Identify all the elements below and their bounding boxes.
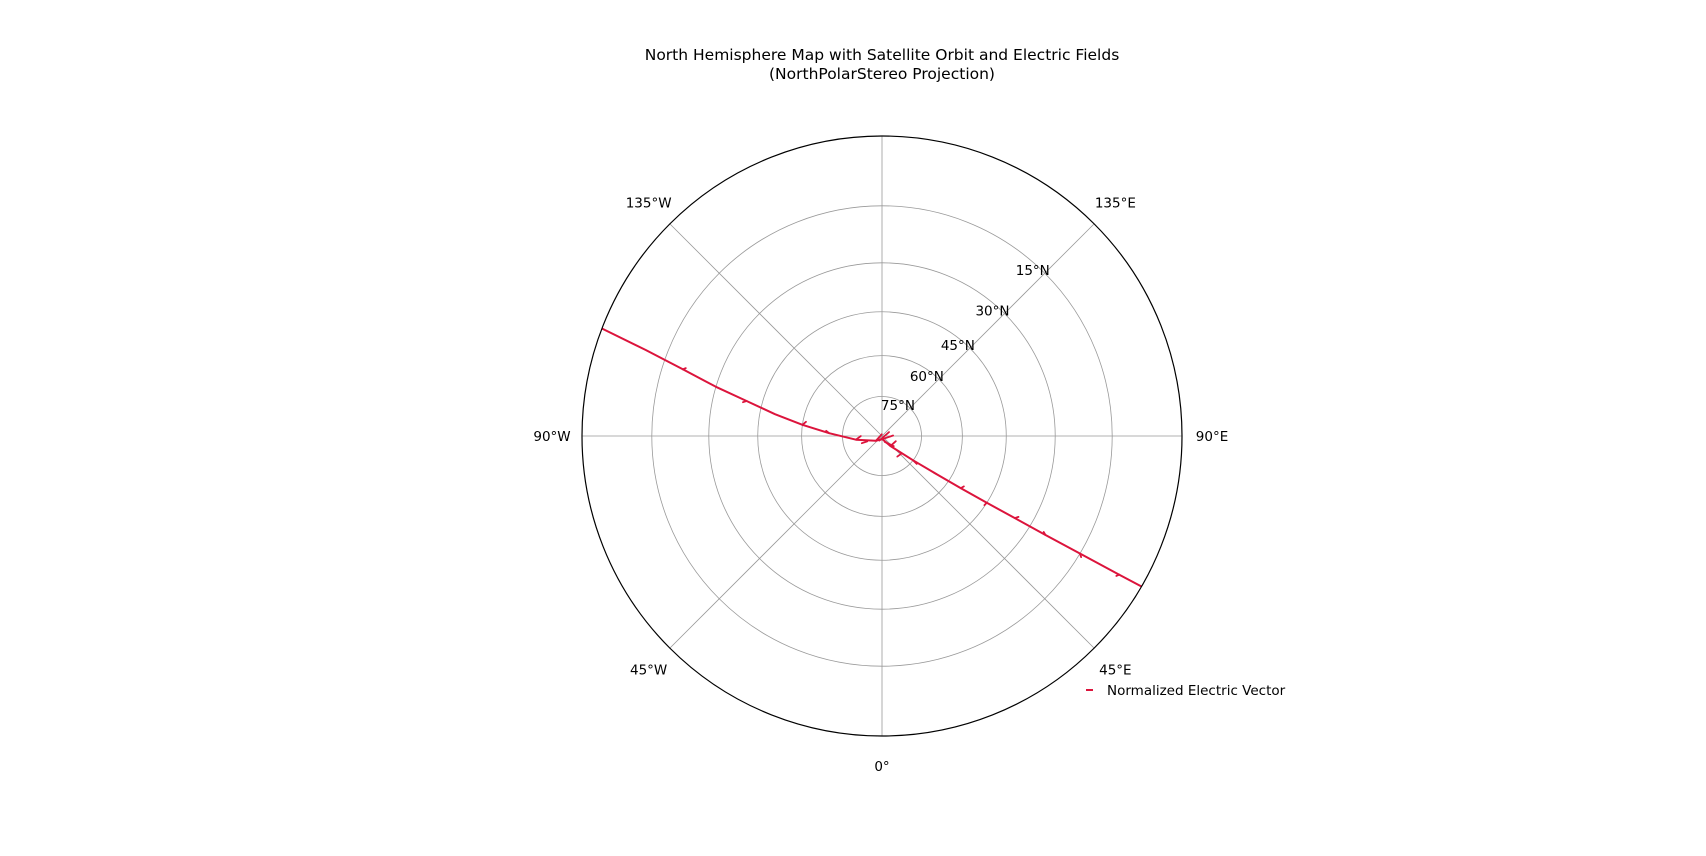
parallel-label: 45°N xyxy=(941,338,975,354)
parallel-label: 75°N xyxy=(881,398,915,414)
electric-vector xyxy=(932,471,938,476)
meridian-45 xyxy=(881,435,1095,649)
meridian-label: 0° xyxy=(874,759,889,775)
map-title: North Hemisphere Map with Satellite Orbi… xyxy=(645,46,1120,64)
meridian-label: 45°W xyxy=(630,662,667,678)
legend-label-electric-vector: Normalized Electric Vector xyxy=(1107,683,1286,699)
parallel-label: 15°N xyxy=(1016,263,1050,279)
meridian-135 xyxy=(881,223,1095,437)
legend: Normalized Electric Vector xyxy=(1086,683,1286,699)
electric-vector xyxy=(1013,515,1020,519)
electric-vector xyxy=(983,501,988,507)
electric-vector xyxy=(825,429,831,435)
electric-vector xyxy=(855,435,862,441)
electric-vector xyxy=(881,434,894,441)
electric-vector xyxy=(860,440,869,445)
meridian--45 xyxy=(669,435,883,649)
meridian-label: 135°E xyxy=(1095,196,1136,212)
electric-vector xyxy=(1042,531,1047,536)
tick-labels: 15°N 30°N 45°N 60°N 75°N 0° 45°E 90°E 135°E 135°W… xyxy=(533,196,1228,775)
electric-vector xyxy=(878,431,890,442)
meridian-label: 45°E xyxy=(1099,662,1131,678)
satellite-orbit-track xyxy=(601,327,1142,588)
electric-vector xyxy=(1115,573,1121,577)
electric-vector xyxy=(959,485,965,490)
electric-vector xyxy=(742,400,748,404)
electric-vector xyxy=(896,452,903,458)
meridian--135 xyxy=(669,223,883,437)
meridian-label: 90°W xyxy=(533,429,570,445)
meridian-label: 90°E xyxy=(1196,429,1228,445)
meridian-label: 135°W xyxy=(626,196,672,212)
electric-vector xyxy=(889,440,897,447)
data-layer xyxy=(597,325,1142,588)
electric-vector xyxy=(681,367,687,371)
electric-vector xyxy=(801,420,807,426)
graticule xyxy=(582,136,1182,736)
electric-vector xyxy=(912,459,918,465)
map-boundary xyxy=(581,135,1183,737)
electric-vector xyxy=(1079,552,1083,559)
parallel-label: 30°N xyxy=(975,304,1009,320)
map-subtitle: (NorthPolarStereo Projection) xyxy=(769,65,995,83)
parallel-label: 60°N xyxy=(910,369,944,385)
electric-vector xyxy=(597,325,603,330)
electric-vector xyxy=(874,433,883,442)
